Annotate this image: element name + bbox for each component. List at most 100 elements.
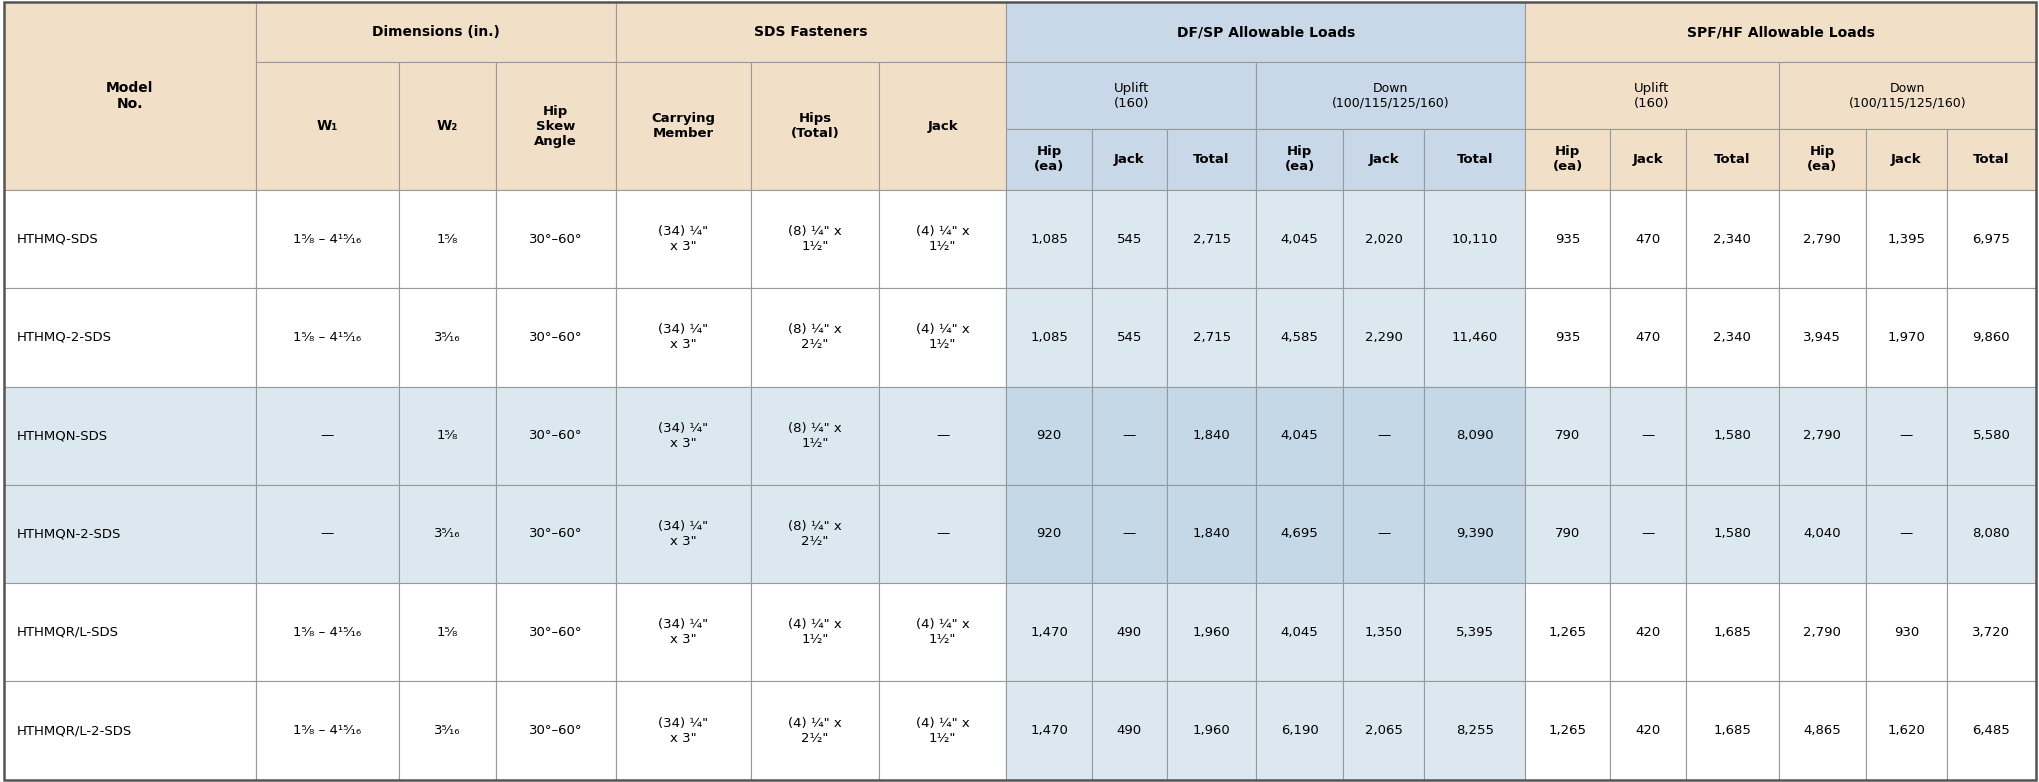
Bar [616,681,750,780]
Bar [1005,129,1091,190]
Text: 2,790: 2,790 [1802,233,1839,246]
Text: (8) ¼" x
2½": (8) ¼" x 2½" [787,520,842,548]
Text: —: — [1641,429,1654,442]
Text: 2,020: 2,020 [1364,233,1403,246]
Bar [1525,63,1778,129]
Bar [4,190,255,289]
Bar [616,289,750,386]
Text: —: — [1121,528,1136,540]
Bar [1684,681,1778,780]
Bar [1609,386,1684,485]
Text: HTHMQN-SDS: HTHMQN-SDS [16,429,108,442]
Text: Total: Total [1193,153,1230,166]
Text: W₁: W₁ [316,119,338,133]
Bar [1423,190,1525,289]
Text: (4) ¼" x
2½": (4) ¼" x 2½" [787,716,842,744]
Bar [1945,485,2035,583]
Text: —: — [1898,528,1913,540]
Text: 1,580: 1,580 [1713,429,1749,442]
Bar [750,386,879,485]
Text: Jack: Jack [1368,153,1399,166]
Text: 790: 790 [1554,429,1580,442]
Text: 3,720: 3,720 [1972,626,2008,639]
Bar [1342,386,1423,485]
Bar [4,583,255,681]
Bar [1342,485,1423,583]
Bar [1005,386,1091,485]
Text: —: — [1641,528,1654,540]
Text: —: — [1376,429,1391,442]
Bar [1166,681,1256,780]
Bar [1525,386,1609,485]
Text: 1⁵⁄₈: 1⁵⁄₈ [436,626,457,639]
Bar [1256,129,1342,190]
Bar [1091,583,1166,681]
Bar [495,190,616,289]
Text: (8) ¼" x
1½": (8) ¼" x 1½" [787,225,842,253]
Bar [400,681,495,780]
Bar [1945,129,2035,190]
Bar [750,583,879,681]
Bar [1091,681,1166,780]
Bar [1778,485,1866,583]
Text: 935: 935 [1554,331,1580,344]
Text: 790: 790 [1554,528,1580,540]
Bar [750,289,879,386]
Text: 30°–60°: 30°–60° [528,233,581,246]
Text: 30°–60°: 30°–60° [528,331,581,344]
Text: 11,460: 11,460 [1452,331,1497,344]
Text: —: — [320,429,334,442]
Text: 2,790: 2,790 [1802,429,1839,442]
Bar [1005,681,1091,780]
Bar [1342,129,1423,190]
Bar [1866,681,1945,780]
Text: Uplift
(160): Uplift (160) [1113,81,1148,109]
Bar [1166,485,1256,583]
Bar [1423,289,1525,386]
Text: Down
(100/115/125/160): Down (100/115/125/160) [1847,81,1966,109]
Bar [1091,386,1166,485]
Text: 930: 930 [1892,626,1919,639]
Bar [1166,386,1256,485]
Bar [4,681,255,780]
Bar [616,386,750,485]
Text: HTHMQR/L-2-SDS: HTHMQR/L-2-SDS [16,724,130,737]
Text: 545: 545 [1115,331,1142,344]
Bar [879,289,1005,386]
Text: 4,045: 4,045 [1280,233,1317,246]
Text: 5,395: 5,395 [1456,626,1493,639]
Bar [1091,129,1166,190]
Bar [495,289,616,386]
Text: Jack: Jack [1631,153,1662,166]
Text: —: — [936,429,948,442]
Text: 4,040: 4,040 [1802,528,1839,540]
Text: 9,860: 9,860 [1972,331,2008,344]
Text: (8) ¼" x
1½": (8) ¼" x 1½" [787,421,842,450]
Text: 470: 470 [1635,233,1660,246]
Bar [495,485,616,583]
Text: (34) ¼"
x 3": (34) ¼" x 3" [659,520,708,548]
Text: W₂: W₂ [436,119,457,133]
Bar [1866,190,1945,289]
Text: Hip
Skew
Angle: Hip Skew Angle [534,105,577,148]
Text: 3⁵⁄₁₆: 3⁵⁄₁₆ [434,528,461,540]
Text: 1,960: 1,960 [1193,724,1230,737]
Bar [1778,386,1866,485]
Bar [255,681,400,780]
Text: HTHMQN-2-SDS: HTHMQN-2-SDS [16,528,120,540]
Text: 490: 490 [1115,626,1142,639]
Bar [1609,289,1684,386]
Text: 1,840: 1,840 [1193,528,1230,540]
Bar [4,386,255,485]
Text: (34) ¼"
x 3": (34) ¼" x 3" [659,421,708,450]
Text: 1⁵⁄₈: 1⁵⁄₈ [436,429,457,442]
Text: —: — [320,528,334,540]
Text: 1,970: 1,970 [1886,331,1925,344]
Text: 470: 470 [1635,331,1660,344]
Text: (34) ¼"
x 3": (34) ¼" x 3" [659,619,708,646]
Bar [1945,386,2035,485]
Text: HTHMQ-2-SDS: HTHMQ-2-SDS [16,331,112,344]
Bar [400,485,495,583]
Text: Hip
(ea): Hip (ea) [1552,145,1582,174]
Text: 6,975: 6,975 [1972,233,2008,246]
